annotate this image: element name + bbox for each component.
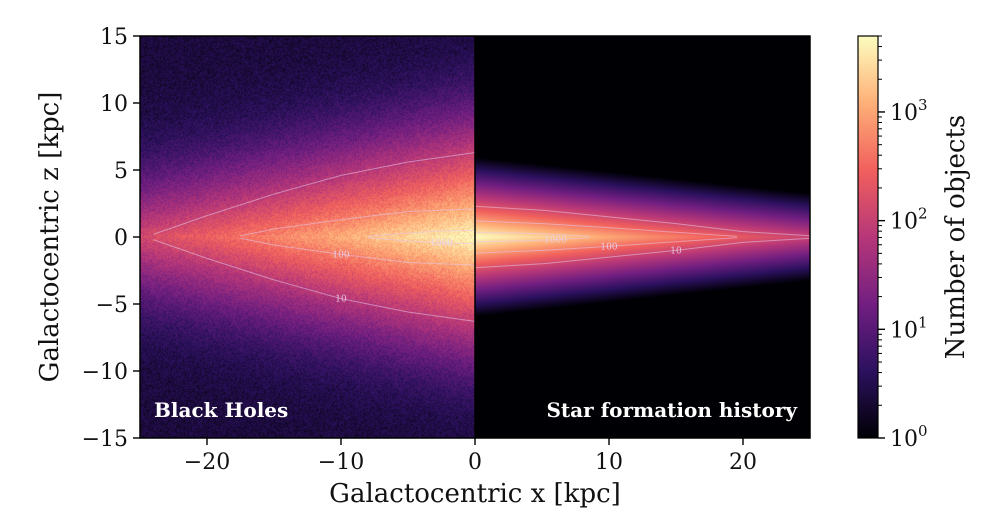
contour-line [474,205,810,269]
x-tick-label: −20 [184,450,230,475]
panel-label-left: Black Holes [154,398,288,422]
contour-line [474,220,737,254]
contour-label: 100 [332,250,349,260]
contour-label: 10 [335,295,347,305]
panel-label-right: Star formation history [546,398,798,422]
colorbar-tick-label: 103 [890,96,928,126]
contour-label: 1000 [430,239,453,249]
y-axis-label: Galactocentric z [kpc] [35,92,65,383]
contour-label: 100 [600,242,617,252]
contour-label: 10 [670,246,682,256]
y-tick-label: 10 [100,92,128,117]
colorbar-tick-label: 102 [890,205,928,235]
y-tick-label: 15 [100,25,128,50]
y-tick-label: 0 [114,226,128,251]
colorbar: 100 101 102 103 Number of objects [857,35,971,452]
x-tick-label: 10 [595,450,623,475]
y-tick-label: −10 [82,360,128,385]
colorbar-ticks: 100 101 102 103 [878,35,928,452]
y-tick-label: −5 [96,293,128,318]
y-axis: −15 −10 −5 0 5 10 15 [82,25,140,452]
contour-group: 10 100 1000 10 100 1000 [153,152,810,322]
colorbar-label: Number of objects [941,115,971,360]
contour-line [474,231,590,243]
x-tick-label: 20 [729,450,757,475]
x-tick-label: 0 [468,450,482,475]
y-tick-label: −15 [82,427,128,452]
x-axis: −20 −10 0 10 20 [184,438,757,475]
y-tick-label: 5 [114,159,128,184]
contour-label: 1000 [544,236,567,246]
x-tick-label: −10 [318,450,364,475]
x-axis-label: Galactocentric x [kpc] [329,479,621,509]
colorbar-tick-label: 101 [890,313,928,343]
colorbar-gradient [857,35,879,439]
colorbar-tick-label: 100 [890,422,928,452]
plot-area: 10 100 1000 10 100 1000 Black Holes Star form… [139,35,811,439]
